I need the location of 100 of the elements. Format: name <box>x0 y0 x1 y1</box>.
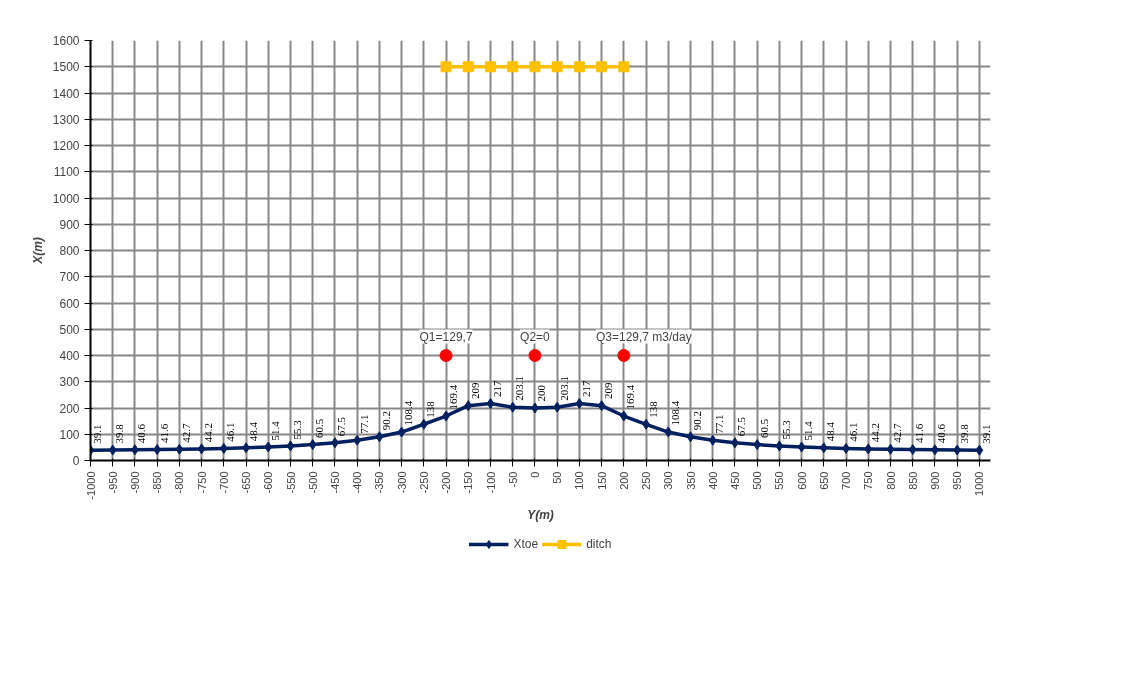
data-label: 42.7 <box>179 422 192 443</box>
data-label: 60.5 <box>757 418 770 439</box>
annotation: Q3=129,7 m3/day <box>595 329 692 344</box>
x-tick-label: 0 <box>528 471 541 478</box>
x-tick-label: 250 <box>640 471 653 490</box>
data-label: 108.4 <box>668 400 681 426</box>
data-label: 40.6 <box>935 423 948 444</box>
x-tick-label: 750 <box>862 471 875 490</box>
data-label: 46.1 <box>846 422 859 442</box>
y-tick-label: 1200 <box>52 139 80 153</box>
x-tick-label: -850 <box>151 471 164 494</box>
data-label: 51.4 <box>802 420 815 441</box>
data-label: 138 <box>424 400 437 418</box>
data-label: 169.4 <box>446 384 459 410</box>
y-tick-label: 600 <box>59 296 80 311</box>
data-label: 41.6 <box>913 423 926 444</box>
x-tick-label: 350 <box>684 471 697 490</box>
y-tick-label: 1400 <box>52 86 80 101</box>
data-label: 39.8 <box>113 423 126 444</box>
y-axis-title: X(m) <box>30 237 45 265</box>
y-tick-label: 1500 <box>52 60 80 75</box>
x-tick-label: -950 <box>106 471 119 494</box>
x-tick-label: -550 <box>284 471 297 494</box>
data-label: 217 <box>491 379 503 397</box>
data-label: 209 <box>468 382 481 400</box>
data-label: 90.2 <box>379 411 392 431</box>
x-tick-label: 200 <box>617 471 630 490</box>
y-tick-label: 500 <box>59 322 80 337</box>
x-tick-label: 400 <box>706 471 719 490</box>
data-label: 41.6 <box>157 423 170 444</box>
x-tick-label: 900 <box>928 471 941 490</box>
x-tick-label: 100 <box>573 471 586 490</box>
data-label: 48.4 <box>824 421 837 442</box>
data-label: 200 <box>535 384 548 402</box>
x-tick-label: -300 <box>395 471 408 494</box>
y-tick-label: 1000 <box>52 191 80 206</box>
data-label: 55.3 <box>779 419 792 440</box>
data-label: 169.4 <box>624 384 637 410</box>
x-tick-label: 1000 <box>973 471 986 496</box>
y-tick-label: 700 <box>59 270 80 285</box>
data-label: 39.8 <box>957 423 970 444</box>
legend-label: Xtoe <box>513 537 539 551</box>
x-tick-label: 300 <box>662 471 675 490</box>
data-label: 48.4 <box>246 421 259 442</box>
data-label: 138 <box>646 400 659 418</box>
data-label: 46.1 <box>224 422 237 442</box>
data-label: 90.2 <box>691 411 703 431</box>
annotation: Q1=129,7 <box>419 329 473 344</box>
data-label: 108.4 <box>402 400 415 426</box>
data-label: 203.1 <box>557 375 570 401</box>
data-label: 40.6 <box>135 423 148 444</box>
x-tick-label: -600 <box>262 471 275 494</box>
x-tick-label: -350 <box>373 471 386 494</box>
x-tick-label: 850 <box>906 471 919 490</box>
x-tick-label: -650 <box>240 471 253 494</box>
x-tick-label: -150 <box>462 471 475 494</box>
x-tick-label: 450 <box>728 471 741 490</box>
x-tick-label: 800 <box>884 471 897 490</box>
x-tick-label: 550 <box>773 471 786 490</box>
x-tick-label: -800 <box>173 471 186 494</box>
x-tick-label: 150 <box>595 471 608 490</box>
legend-label: ditch <box>586 537 612 551</box>
x-tick-label: -750 <box>195 471 208 494</box>
x-tick-label: 950 <box>951 471 964 490</box>
x-tick-label: 650 <box>817 471 830 490</box>
y-tick-label: 200 <box>59 401 80 416</box>
data-label: 67.5 <box>735 416 748 437</box>
x-tick-label: 50 <box>551 471 564 484</box>
data-label: 209 <box>602 382 615 400</box>
y-tick-label: 900 <box>59 217 80 232</box>
data-label: 39.1 <box>91 424 103 444</box>
x-tick-label: -200 <box>440 471 453 494</box>
data-label: 67.5 <box>335 416 348 437</box>
data-label: 77.1 <box>713 414 726 434</box>
data-label: 39.1 <box>979 424 992 444</box>
x-tick-label: -900 <box>128 471 141 494</box>
x-tick-label: -700 <box>217 471 230 494</box>
x-tick-label: -500 <box>306 471 319 494</box>
data-label: 77.1 <box>357 414 370 434</box>
y-tick-label: 1300 <box>52 112 80 127</box>
data-label: 42.7 <box>891 422 903 443</box>
y-tick-label: 0 <box>72 454 80 468</box>
data-label: 51.4 <box>268 420 281 441</box>
y-tick-label: 100 <box>59 427 80 442</box>
y-tick-label: 800 <box>59 244 80 258</box>
y-tick-label: 1100 <box>53 165 80 180</box>
x-tick-label: 700 <box>840 471 853 490</box>
x-tick-label: -450 <box>328 471 341 494</box>
x-tick-label: 600 <box>795 471 808 490</box>
x-tick-label: -1000 <box>84 471 97 500</box>
x-tick-label: -50 <box>506 471 519 488</box>
annotation: Q2=0 <box>520 329 551 344</box>
x-tick-label: -100 <box>484 471 497 494</box>
x-axis-title: Y(m) <box>527 507 554 522</box>
y-tick-label: 400 <box>59 349 80 363</box>
x-tick-label: -250 <box>417 471 430 494</box>
data-label: 55.3 <box>291 419 303 440</box>
data-label: 44.2 <box>202 423 215 443</box>
x-tick-label: -400 <box>351 471 364 494</box>
data-label: 60.5 <box>313 418 326 439</box>
